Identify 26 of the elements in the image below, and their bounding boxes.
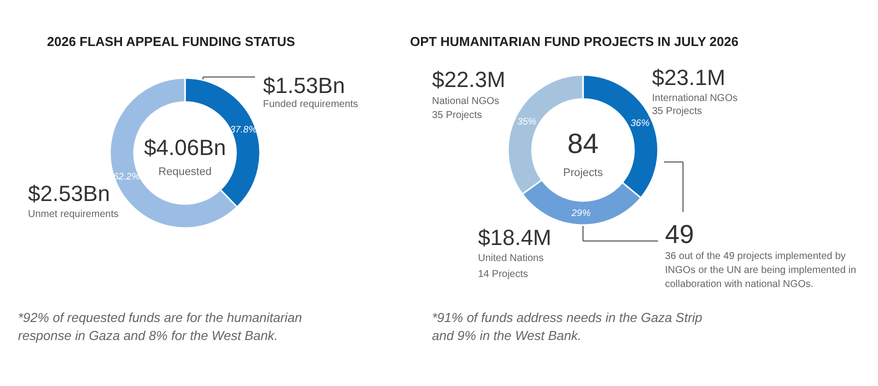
text: $18.4M	[478, 225, 552, 250]
text: *92% of requested funds are for the humanitarian response in Gaza and 8% for the West Bank.	[18, 310, 302, 344]
data-label: 36%	[630, 118, 650, 130]
text: Projects	[563, 167, 604, 179]
text: $22.3M	[432, 67, 506, 92]
text: $1.53Bn	[263, 73, 345, 98]
slice-label: International NGOs	[652, 93, 738, 104]
text: 35 Projects	[652, 106, 702, 117]
slice-label: Funded requirements	[263, 99, 358, 110]
slice-label: United Nations	[478, 253, 544, 264]
text: *91% of funds address needs in the Gaza Strip and 9% in the West Bank.	[432, 310, 702, 344]
data-label: 35%	[517, 116, 537, 128]
text: $4.06Bn	[144, 135, 226, 160]
text: 14 Projects	[478, 269, 528, 280]
slice-label: National NGOs	[432, 96, 500, 107]
slice-label: Unmet requirements	[28, 209, 119, 220]
text: Requested	[158, 166, 212, 178]
text: 35 Projects	[432, 110, 482, 121]
chart-title: OPT HUMANITARIAN FUND PROJECTS IN JULY 2026	[410, 34, 738, 49]
chart-title: 2026 FLASH APPEAL FUNDING STATUS	[47, 34, 296, 49]
text: 49	[665, 219, 694, 249]
text: $23.1M	[652, 65, 726, 90]
text: 36 out of the 49 projects implemented by INGOs or the UN are being implemented in collaboration with national NGOs.	[665, 251, 856, 290]
text: $2.53Bn	[28, 181, 110, 206]
data-label: 29%	[570, 208, 592, 219]
text: 84	[567, 128, 599, 159]
